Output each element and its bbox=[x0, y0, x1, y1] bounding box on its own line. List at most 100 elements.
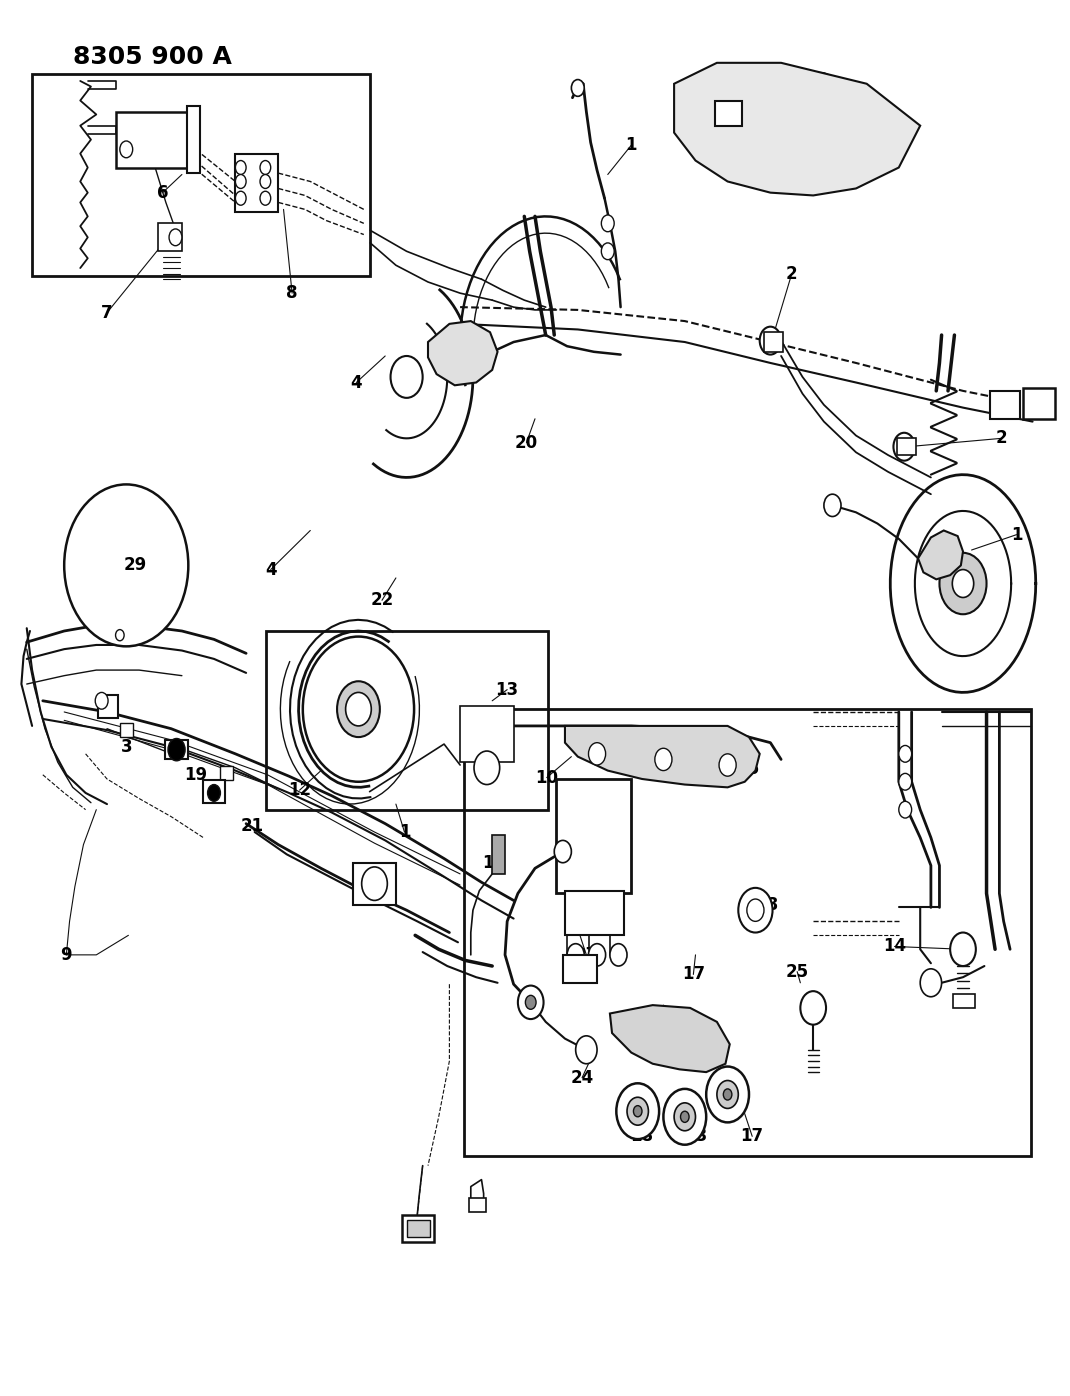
Text: 19: 19 bbox=[184, 766, 208, 783]
Circle shape bbox=[616, 1083, 659, 1139]
Text: 28: 28 bbox=[755, 896, 779, 913]
Text: 17: 17 bbox=[682, 966, 705, 983]
Circle shape bbox=[525, 995, 536, 1009]
Text: 15: 15 bbox=[482, 854, 505, 871]
Bar bbox=[158, 223, 182, 251]
Text: 29: 29 bbox=[123, 557, 147, 574]
Circle shape bbox=[588, 944, 606, 966]
Text: 8305 900 A: 8305 900 A bbox=[73, 45, 231, 68]
Circle shape bbox=[717, 1081, 738, 1108]
Text: 14: 14 bbox=[883, 938, 906, 955]
Text: 9: 9 bbox=[61, 946, 72, 963]
Circle shape bbox=[800, 991, 826, 1025]
Text: 1: 1 bbox=[399, 824, 410, 840]
Circle shape bbox=[601, 243, 614, 260]
Polygon shape bbox=[918, 530, 963, 579]
Bar bbox=[353, 863, 396, 905]
Circle shape bbox=[952, 570, 974, 597]
Text: 27: 27 bbox=[575, 946, 598, 963]
Bar bbox=[165, 740, 188, 759]
Circle shape bbox=[899, 801, 912, 818]
Circle shape bbox=[168, 738, 185, 761]
Polygon shape bbox=[610, 1005, 730, 1072]
Circle shape bbox=[627, 1097, 648, 1125]
Circle shape bbox=[116, 630, 124, 641]
Bar bbox=[565, 891, 624, 935]
Text: 24: 24 bbox=[570, 1069, 594, 1086]
Polygon shape bbox=[565, 726, 760, 787]
Circle shape bbox=[260, 191, 271, 205]
Circle shape bbox=[260, 174, 271, 188]
Polygon shape bbox=[428, 321, 498, 385]
Circle shape bbox=[633, 1106, 642, 1117]
Circle shape bbox=[920, 969, 942, 997]
Bar bbox=[116, 112, 190, 168]
Bar bbox=[407, 1220, 430, 1237]
Text: 1: 1 bbox=[626, 137, 637, 154]
Bar bbox=[563, 955, 597, 983]
Bar bbox=[990, 391, 1020, 419]
Circle shape bbox=[303, 637, 414, 782]
Bar bbox=[235, 154, 278, 212]
Circle shape bbox=[719, 754, 736, 776]
Circle shape bbox=[663, 1089, 706, 1145]
Circle shape bbox=[208, 785, 220, 801]
Circle shape bbox=[893, 433, 915, 461]
Circle shape bbox=[337, 681, 380, 737]
Circle shape bbox=[674, 1103, 696, 1131]
Circle shape bbox=[939, 553, 987, 614]
Bar bbox=[120, 723, 133, 737]
Circle shape bbox=[950, 933, 976, 966]
Circle shape bbox=[518, 986, 544, 1019]
Circle shape bbox=[260, 161, 271, 174]
Text: 3: 3 bbox=[121, 738, 132, 755]
Circle shape bbox=[571, 80, 584, 96]
Bar bbox=[32, 74, 370, 276]
Circle shape bbox=[95, 692, 108, 709]
Text: 2: 2 bbox=[996, 430, 1007, 447]
Circle shape bbox=[601, 215, 614, 232]
Text: 23: 23 bbox=[685, 1128, 708, 1145]
Circle shape bbox=[747, 899, 764, 921]
Text: 1: 1 bbox=[1011, 526, 1022, 543]
Bar bbox=[167, 744, 180, 758]
Circle shape bbox=[610, 944, 627, 966]
Circle shape bbox=[899, 745, 912, 762]
Text: 12: 12 bbox=[288, 782, 311, 799]
Polygon shape bbox=[674, 63, 920, 195]
Circle shape bbox=[655, 748, 672, 771]
Text: 7: 7 bbox=[102, 304, 112, 321]
Circle shape bbox=[824, 494, 841, 517]
Circle shape bbox=[588, 743, 606, 765]
Circle shape bbox=[346, 692, 371, 726]
Bar bbox=[220, 766, 233, 780]
Text: 26: 26 bbox=[654, 1009, 677, 1026]
Bar bbox=[715, 101, 742, 126]
Text: 5: 5 bbox=[264, 195, 275, 212]
Bar bbox=[464, 709, 1031, 1156]
Bar bbox=[402, 1215, 434, 1242]
Circle shape bbox=[391, 356, 423, 398]
Text: 16: 16 bbox=[736, 761, 760, 778]
Text: 6: 6 bbox=[157, 184, 168, 201]
Text: 2: 2 bbox=[786, 265, 797, 282]
Circle shape bbox=[576, 1036, 597, 1064]
Bar bbox=[897, 438, 916, 455]
Text: 21: 21 bbox=[241, 818, 264, 835]
Text: 13: 13 bbox=[495, 681, 519, 698]
Text: 10: 10 bbox=[535, 769, 559, 786]
Circle shape bbox=[362, 867, 387, 900]
Circle shape bbox=[681, 1111, 689, 1122]
Circle shape bbox=[474, 751, 500, 785]
Circle shape bbox=[760, 327, 781, 355]
Text: 8: 8 bbox=[287, 285, 297, 302]
Circle shape bbox=[235, 191, 246, 205]
Text: 11: 11 bbox=[586, 727, 610, 744]
Circle shape bbox=[567, 944, 584, 966]
Text: 17: 17 bbox=[740, 1128, 764, 1145]
Bar bbox=[492, 835, 505, 874]
Circle shape bbox=[64, 484, 188, 646]
Bar bbox=[266, 631, 548, 810]
Bar bbox=[1023, 388, 1055, 419]
Text: 25: 25 bbox=[785, 963, 809, 980]
